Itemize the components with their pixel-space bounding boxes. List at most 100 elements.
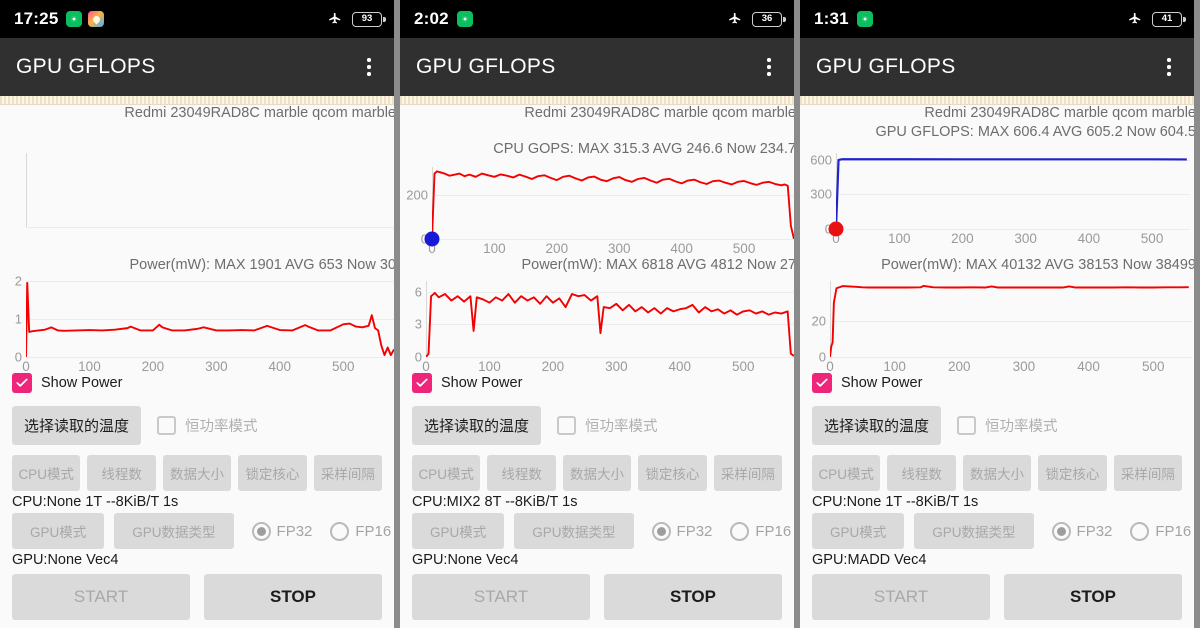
cpu-info-text: CPU:None 1T --8KiB/T 1s xyxy=(12,494,179,510)
start-button[interactable]: START xyxy=(12,574,190,620)
thread-count-button[interactable]: 线程数 xyxy=(887,455,956,491)
sample-interval-button[interactable]: 采样间隔 xyxy=(1113,455,1183,491)
sample-interval-button[interactable]: 采样间隔 xyxy=(713,455,783,491)
controls-row-cpu-options: CPU模式 线程数 数据大小 锁定核心 采样间隔 xyxy=(412,455,783,491)
series-layer xyxy=(26,281,394,357)
checkbox-unchecked-icon[interactable] xyxy=(157,416,177,435)
cpu-info-text: CPU:None 1T --8KiB/T 1s xyxy=(812,494,979,510)
x-tick-label: 400 xyxy=(268,359,292,374)
x-tick-label: 400 xyxy=(1077,359,1100,374)
plot-area-power: 0 1 2 0 100 200 300 400 500 xyxy=(15,274,394,374)
select-temperature-button[interactable]: 选择读取的温度 xyxy=(412,406,542,445)
gpu-mode-button[interactable]: GPU模式 xyxy=(12,513,105,549)
stop-button[interactable]: STOP xyxy=(604,574,782,620)
app-title: GPU GFLOPS xyxy=(16,55,156,78)
thread-count-button[interactable]: 线程数 xyxy=(487,455,556,491)
top-chart-title: CPU GOPS: MAX 315.3 AVG 246.6 Now 234.7 xyxy=(493,141,794,157)
show-power-checkbox[interactable]: Show Power xyxy=(812,373,922,393)
controls-row-temp: 选择读取的温度 恒功率模式 xyxy=(812,406,1182,445)
fp16-label: FP16 xyxy=(755,522,792,540)
lock-core-button[interactable]: 锁定核心 xyxy=(1038,455,1107,491)
lock-core-button[interactable]: 锁定核心 xyxy=(238,455,307,491)
cpu-mode-button[interactable]: CPU模式 xyxy=(12,455,81,491)
gpu-data-type-button[interactable]: GPU数据类型 xyxy=(514,513,634,549)
y-tick-label: 0 xyxy=(825,222,832,237)
gpu-mode-button[interactable]: GPU模式 xyxy=(412,513,505,549)
start-button[interactable]: START xyxy=(412,574,590,620)
y-tick-label: 200 xyxy=(406,187,428,203)
x-tick-label: 0 xyxy=(22,359,30,374)
x-tick-label: 200 xyxy=(951,231,974,246)
airplane-mode-icon xyxy=(329,12,341,24)
fp32-radio[interactable]: FP32 xyxy=(651,521,712,541)
phone-screenshot-1: 17:25 93 GPU GFLOPS Redmi 23049RAD8C marble… xyxy=(0,0,394,628)
fp16-radio[interactable]: FP16 xyxy=(1130,521,1191,541)
cpu-mode-button[interactable]: CPU模式 xyxy=(412,455,481,491)
sample-interval-button[interactable]: 采样间隔 xyxy=(313,455,383,491)
controls-area: 选择读取的温度 恒功率模式 CPU模式 线程数 数据大小 锁定核心 采样间隔 CPU:MIX2… xyxy=(400,406,794,628)
app-bar: GPU GFLOPS xyxy=(0,38,394,96)
radio-selected-icon[interactable] xyxy=(251,521,271,541)
fp16-radio[interactable]: FP16 xyxy=(330,521,391,541)
controls-area: 选择读取的温度 恒功率模式 CPU模式 线程数 数据大小 锁定核心 采样间隔 CPU:None… xyxy=(0,406,394,628)
constant-power-checkbox[interactable]: 恒功率模式 xyxy=(557,415,658,436)
start-button[interactable]: START xyxy=(812,574,990,620)
gpu-data-type-button[interactable]: GPU数据类型 xyxy=(114,513,234,549)
constant-power-checkbox[interactable]: 恒功率模式 xyxy=(957,415,1058,436)
radio-unselected-icon[interactable] xyxy=(730,521,750,541)
gpu-data-type-button[interactable]: GPU数据类型 xyxy=(914,513,1034,549)
gpu-info-text: GPU:MADD Vec4 xyxy=(812,552,927,568)
cpu-mode-button[interactable]: CPU模式 xyxy=(812,455,881,491)
status-bar: 17:25 93 xyxy=(0,0,394,38)
select-temperature-button[interactable]: 选择读取的温度 xyxy=(12,406,142,445)
radio-selected-icon[interactable] xyxy=(1051,521,1071,541)
gridline-y xyxy=(830,320,1192,322)
gallery-icon xyxy=(88,11,105,27)
dot xyxy=(1167,72,1171,76)
plot-area-power: 0 3 6 0 100 200 300 400 500 xyxy=(415,281,794,374)
series-layer xyxy=(830,281,1192,357)
select-temperature-button[interactable]: 选择读取的温度 xyxy=(812,406,942,445)
kebab-menu-icon[interactable] xyxy=(1158,54,1180,80)
checkbox-checked-icon[interactable] xyxy=(412,373,432,393)
fp32-radio[interactable]: FP32 xyxy=(1051,521,1112,541)
fp16-radio[interactable]: FP16 xyxy=(730,521,792,541)
constant-power-checkbox[interactable]: 恒功率模式 xyxy=(157,415,258,436)
show-power-checkbox[interactable]: Show Power xyxy=(12,373,122,393)
radio-selected-icon[interactable] xyxy=(651,521,671,541)
series-layer xyxy=(426,281,794,357)
controls-area: 选择读取的温度 恒功率模式 CPU模式 线程数 数据大小 锁定核心 采样间隔 CPU:None… xyxy=(800,406,1194,628)
checkbox-checked-icon[interactable] xyxy=(12,373,32,393)
x-tick-label: 100 xyxy=(483,241,506,256)
airplane-mode-icon xyxy=(1129,12,1141,24)
data-size-button[interactable]: 数据大小 xyxy=(962,455,1032,491)
gpu-mode-button[interactable]: GPU模式 xyxy=(812,513,905,549)
gridline-y xyxy=(432,239,794,240)
show-power-checkbox[interactable]: Show Power xyxy=(412,373,522,393)
battery-level: 41 xyxy=(1161,13,1173,25)
x-tick-label: 100 xyxy=(887,231,911,246)
kebab-menu-icon[interactable] xyxy=(758,54,780,80)
data-size-button[interactable]: 数据大小 xyxy=(162,455,232,491)
checkbox-unchecked-icon[interactable] xyxy=(957,416,977,435)
fp32-radio[interactable]: FP32 xyxy=(251,521,312,541)
kebab-menu-icon[interactable] xyxy=(358,54,380,80)
stop-button[interactable]: STOP xyxy=(204,574,382,620)
location-icon xyxy=(66,11,83,27)
radio-unselected-icon[interactable] xyxy=(330,521,350,541)
radio-unselected-icon[interactable] xyxy=(1130,521,1150,541)
status-right: 36 xyxy=(726,11,786,27)
checkbox-checked-icon[interactable] xyxy=(812,373,832,393)
stop-button[interactable]: STOP xyxy=(1004,574,1182,620)
data-size-button[interactable]: 数据大小 xyxy=(562,455,632,491)
gpu-info-text: GPU:None Vec4 xyxy=(12,552,119,568)
thread-count-button[interactable]: 线程数 xyxy=(87,455,156,491)
y-tick-label: 0 xyxy=(14,349,22,365)
checkbox-unchecked-icon[interactable] xyxy=(557,416,577,435)
start-marker xyxy=(424,231,440,247)
lock-core-button[interactable]: 锁定核心 xyxy=(638,455,707,491)
controls-row-actions: START STOP xyxy=(812,574,1182,620)
chart-and-controls-area: Redmi 23049RAD8C marble qcom marble GPU G… xyxy=(800,105,1194,628)
plot-area-power: 0 20 0 100 200 300 400 500 xyxy=(812,281,1192,374)
gpu-info-text: GPU:None Vec4 xyxy=(412,552,519,568)
